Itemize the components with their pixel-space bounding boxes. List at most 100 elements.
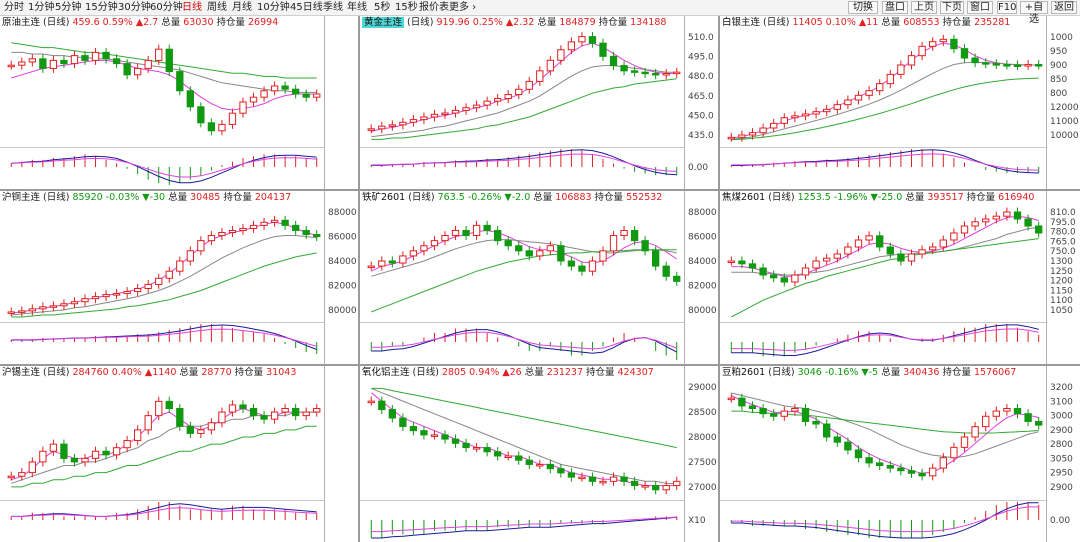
- toolbar-button-5[interactable]: F10: [997, 1, 1017, 14]
- candle: [791, 408, 799, 412]
- toolbar-button-1[interactable]: 盘口: [882, 1, 908, 14]
- moving-average-line: [731, 238, 1039, 318]
- macd-tick-label: 0.00: [1050, 516, 1070, 526]
- volume-label: 总量: [161, 17, 181, 28]
- pane-divider: [0, 147, 324, 148]
- toolbar-button-4[interactable]: 窗口: [967, 1, 993, 14]
- price-tick-label: 795.0: [1050, 218, 1076, 228]
- candle: [176, 260, 184, 272]
- chart-panel-4[interactable]: 88000 86000 84000 82000 80000 铁矿2601 (日线) 763.5…: [360, 191, 718, 364]
- candle: [462, 442, 470, 449]
- period-tab-5[interactable]: 60分钟: [150, 2, 183, 13]
- kline-chart: 510.0 495.0 480.0 465.0 450.0 435.0 0.00: [360, 16, 714, 189]
- candle: [865, 457, 873, 464]
- candle: [292, 88, 300, 95]
- price-tick-label: 2900: [1050, 483, 1073, 493]
- volume-value: 30485: [190, 192, 221, 203]
- candle: [588, 36, 597, 44]
- period-label: (日线): [768, 367, 795, 378]
- candle: [918, 249, 926, 255]
- candle: [630, 70, 639, 73]
- candle: [865, 235, 873, 241]
- candle: [302, 229, 310, 236]
- period-tab-11[interactable]: 季线: [323, 2, 343, 13]
- toolbar-button-3[interactable]: 下页: [940, 1, 964, 14]
- chart-panel-0[interactable]: 原油主连 (日线) 459.6 0.59% ▲2.7 总量 63030 持仓量 26994: [0, 16, 358, 189]
- candle: [176, 408, 184, 427]
- candle: [218, 411, 226, 424]
- chart-panel-8[interactable]: 3200 3100 3000 2900 2800 3050 2950 2900 0.00 豆粕26…: [720, 366, 1080, 542]
- period-tab-15[interactable]: 报价表: [419, 2, 449, 13]
- candle: [770, 274, 778, 279]
- period-tab-2[interactable]: 5分钟: [55, 2, 82, 13]
- candle: [228, 229, 237, 233]
- candle: [939, 457, 947, 469]
- candle: [929, 41, 937, 47]
- open-interest-value: 1576067: [973, 367, 1017, 378]
- candle: [609, 235, 618, 252]
- candle: [7, 311, 15, 314]
- candle: [18, 310, 26, 313]
- macd-dif-line: [371, 516, 677, 539]
- period-tab-0[interactable]: 分时: [4, 2, 24, 13]
- period-tab-6[interactable]: 日线: [182, 2, 202, 13]
- pane-divider: [0, 322, 324, 323]
- period-tab-9[interactable]: 10分钟: [257, 2, 290, 13]
- candle: [378, 260, 386, 267]
- chart-panel-1[interactable]: 510.0 495.0 480.0 465.0 450.0 435.0 0.00 黄金主连 (日…: [360, 16, 718, 189]
- period-tab-10[interactable]: 45日线: [290, 2, 323, 13]
- chart-panel-3[interactable]: 88000 86000 84000 82000 80000 沪铜主连 (日线) 85920 -0…: [0, 191, 358, 364]
- candle: [197, 106, 205, 124]
- candle: [472, 447, 481, 450]
- candle: [557, 245, 565, 262]
- candle: [134, 287, 142, 293]
- candle: [630, 229, 639, 242]
- candle: [1024, 218, 1032, 227]
- period-tab-4[interactable]: 30分钟: [118, 2, 151, 13]
- chart-panel-7[interactable]: 29000 28500 28000 27500 27000 X10 氧化铝主连 (日线) 280…: [360, 366, 718, 542]
- chart-panel-5[interactable]: 810.0 795.0 780.0 765.0 750.0 1300 1250 1200 115…: [720, 191, 1080, 364]
- toolbar-button-6[interactable]: +自选: [1020, 1, 1048, 25]
- chart-panel-2[interactable]: 1000 950 900 850 800 12000 11000 10000 白银主连 (日线) 1…: [720, 16, 1080, 189]
- candle: [49, 59, 58, 69]
- period-tab-7[interactable]: 周线: [207, 2, 227, 13]
- moving-average-line: [11, 235, 317, 316]
- chart-panel-6[interactable]: 沪锡主连 (日线) 284760 0.40% ▲1140 总量 28770 持仓量 31043: [0, 366, 358, 542]
- candle: [982, 218, 990, 223]
- toolbar-button-2[interactable]: 上页: [911, 1, 937, 14]
- candle: [123, 63, 131, 76]
- macd-dif-line: [731, 324, 1039, 356]
- period-tab-14[interactable]: 15秒: [395, 2, 418, 13]
- open-interest-label: 持仓量: [223, 192, 252, 203]
- candle: [578, 265, 586, 272]
- candle: [70, 457, 79, 463]
- candle: [399, 121, 407, 126]
- candle: [367, 128, 375, 131]
- period-tab-12[interactable]: 年线: [347, 2, 367, 13]
- period-tab-16[interactable]: 更多 ›: [449, 2, 477, 13]
- moving-average-line: [731, 77, 1039, 141]
- period-tab-3[interactable]: 15分钟: [85, 2, 118, 13]
- candle: [546, 463, 554, 470]
- candle: [249, 224, 258, 229]
- candle: [662, 72, 670, 76]
- volume-label: 总量: [533, 192, 553, 203]
- toolbar-button-0[interactable]: 切换: [848, 1, 878, 14]
- candle: [673, 275, 681, 282]
- price-tick-label: 80000: [688, 306, 717, 316]
- candle: [673, 71, 681, 75]
- period-tab-8[interactable]: 月线: [232, 2, 252, 13]
- toolbar-button-7[interactable]: 返回: [1051, 1, 1077, 14]
- moving-average-line: [371, 387, 677, 449]
- price-tick-label: 3200: [1050, 383, 1073, 393]
- volume-label: 总量: [881, 367, 901, 378]
- candle: [641, 485, 649, 488]
- macd-dea-line: [11, 157, 317, 178]
- volume-label: 总量: [168, 192, 188, 203]
- period-tab-13[interactable]: 5秒: [374, 2, 391, 13]
- last-price: 11405: [792, 17, 823, 28]
- macd-dif-line: [11, 503, 317, 517]
- candle: [727, 260, 735, 263]
- period-tab-1[interactable]: 1分钟: [28, 2, 55, 13]
- candle: [929, 467, 937, 477]
